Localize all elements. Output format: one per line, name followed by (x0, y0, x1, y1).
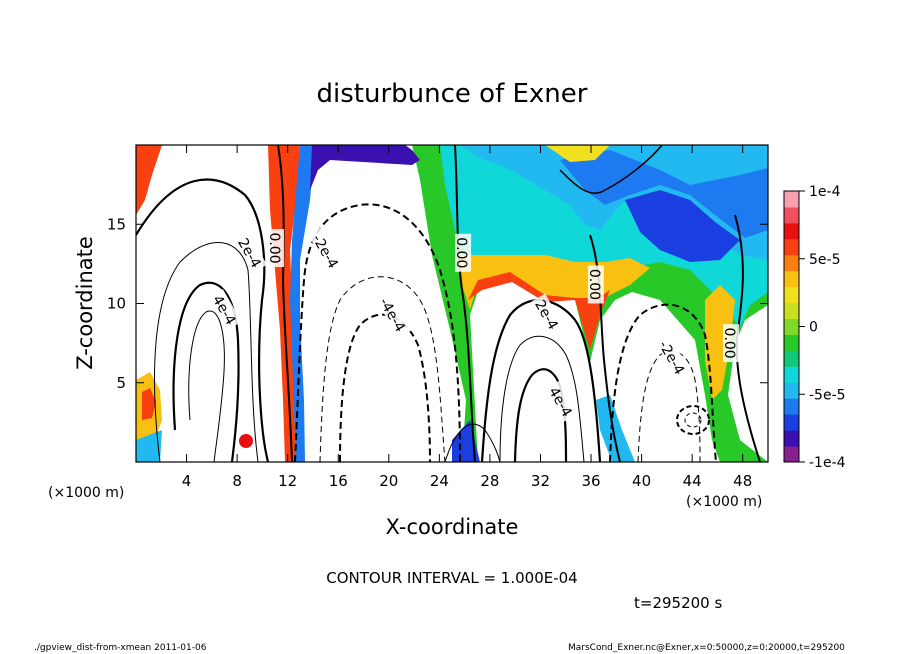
colorbar-segment (784, 270, 799, 288)
colorbar-segment (784, 318, 799, 335)
x-axis-unit-right: (×1000 m) (686, 494, 762, 510)
contour-label-backdrop (234, 231, 268, 273)
x-tick-label: 44 (683, 472, 702, 490)
colorbar-segment (784, 238, 799, 256)
contour-line-zero (454, 145, 476, 462)
x-tick-label: 48 (733, 472, 752, 490)
colorbar-segment (784, 430, 799, 447)
colorbar-segment (784, 206, 799, 224)
contour-interval-note: CONTOUR INTERVAL = 1.000E-04 (326, 569, 577, 587)
contour-line-positive (136, 178, 270, 462)
contour-line-positive (154, 241, 259, 462)
time-label: t=295200 s (634, 594, 722, 612)
colorbar-segment (784, 382, 799, 399)
x-tick-label: 4 (182, 472, 192, 490)
y-axis: 5 10 15 (107, 215, 768, 392)
contour-label-backdrop (455, 233, 472, 272)
contour-label-backdrop (723, 324, 740, 363)
contour-label-backdrop (531, 293, 565, 335)
contour-label-backdrop (654, 332, 692, 382)
contour-label-text: 0.00 (266, 232, 282, 263)
contour-label-text: 0.00 (453, 237, 469, 268)
x-tick-label: 36 (581, 472, 600, 490)
y-tick-label: 10 (107, 295, 126, 313)
y-tick-label: 5 (116, 374, 126, 392)
chart-title: disturbunce of Exner (317, 79, 588, 109)
contour-line-negative (676, 405, 710, 435)
colorbar-tick-label: 0 (809, 320, 818, 336)
x-tick-label: 12 (278, 472, 297, 490)
x-tick-label: 20 (379, 472, 398, 490)
colorbar-segment (784, 286, 799, 304)
contour-line-positive (513, 368, 568, 462)
x-axis-title: X-coordinate (386, 515, 519, 539)
x-axis-unit-left: (×1000 m) (48, 485, 124, 501)
contour-label: 0.00 (721, 324, 740, 363)
y-tick-label: 15 (107, 215, 126, 233)
contour-label: 0.00 (266, 229, 285, 268)
colorbar: 1e-4 5e-5 0 -5e-5 -1e-4 (783, 184, 846, 471)
colorbar-segment (784, 366, 799, 383)
contour-line-positive (172, 281, 240, 462)
x-tick-label: 8 (232, 472, 242, 490)
contour-label: 0.00 (453, 233, 472, 272)
x-tick-label: 32 (531, 472, 550, 490)
contour-label-text: 0.00 (721, 328, 737, 359)
x-axis: 4 8 12 16 20 24 28 32 36 40 44 48 (182, 145, 752, 490)
contour-label: 0.00 (586, 265, 604, 304)
contour-label-backdrop (307, 226, 346, 275)
contour-line-negative (684, 412, 702, 428)
contour-line-negative (609, 303, 717, 462)
colorbar-tick-label: 1e-4 (809, 184, 841, 200)
colorbar-segment (784, 398, 799, 415)
contour-label-text: 0.00 (586, 269, 602, 300)
footer-right: MarsCond_Exner.nc@Exner,x=0:50000,z=0:20… (568, 643, 845, 653)
colorbar-tick-label: -1e-4 (809, 455, 846, 471)
colorbar-segment (784, 302, 799, 320)
x-tick-label: 16 (329, 472, 348, 490)
contour-line-zero (277, 145, 293, 462)
colorbar-segment (784, 191, 799, 208)
contour-label-backdrop (587, 265, 604, 304)
colorbar-segment (784, 414, 799, 431)
colorbar-segment (784, 334, 799, 351)
footer-left: ./gpview_dist-from-xmean 2011-01-06 (34, 643, 207, 653)
colorbar-segment (784, 350, 799, 367)
colorbar-segment (784, 446, 799, 463)
contour-label-backdrop (208, 288, 242, 330)
contour-line-positive (444, 423, 501, 462)
contour-label-backdrop (545, 380, 578, 422)
colorbar-segment (784, 254, 799, 272)
x-tick-label: 40 (632, 472, 651, 490)
colorbar-segment (784, 222, 799, 240)
contour-line-positive (188, 310, 225, 462)
contour-label-backdrop (374, 289, 413, 339)
x-tick-label: 24 (430, 472, 449, 490)
colorbar-tick-label: 5e-5 (809, 252, 840, 268)
x-tick-label: 28 (480, 472, 499, 490)
contour-line-positive (499, 335, 585, 462)
y-axis-title: Z-coordinate (73, 236, 97, 370)
colorbar-tick-label: -5e-5 (809, 387, 846, 403)
contour-label-backdrop (268, 229, 285, 268)
contour-line-zero (559, 145, 663, 194)
contour-line-negative (319, 276, 446, 462)
